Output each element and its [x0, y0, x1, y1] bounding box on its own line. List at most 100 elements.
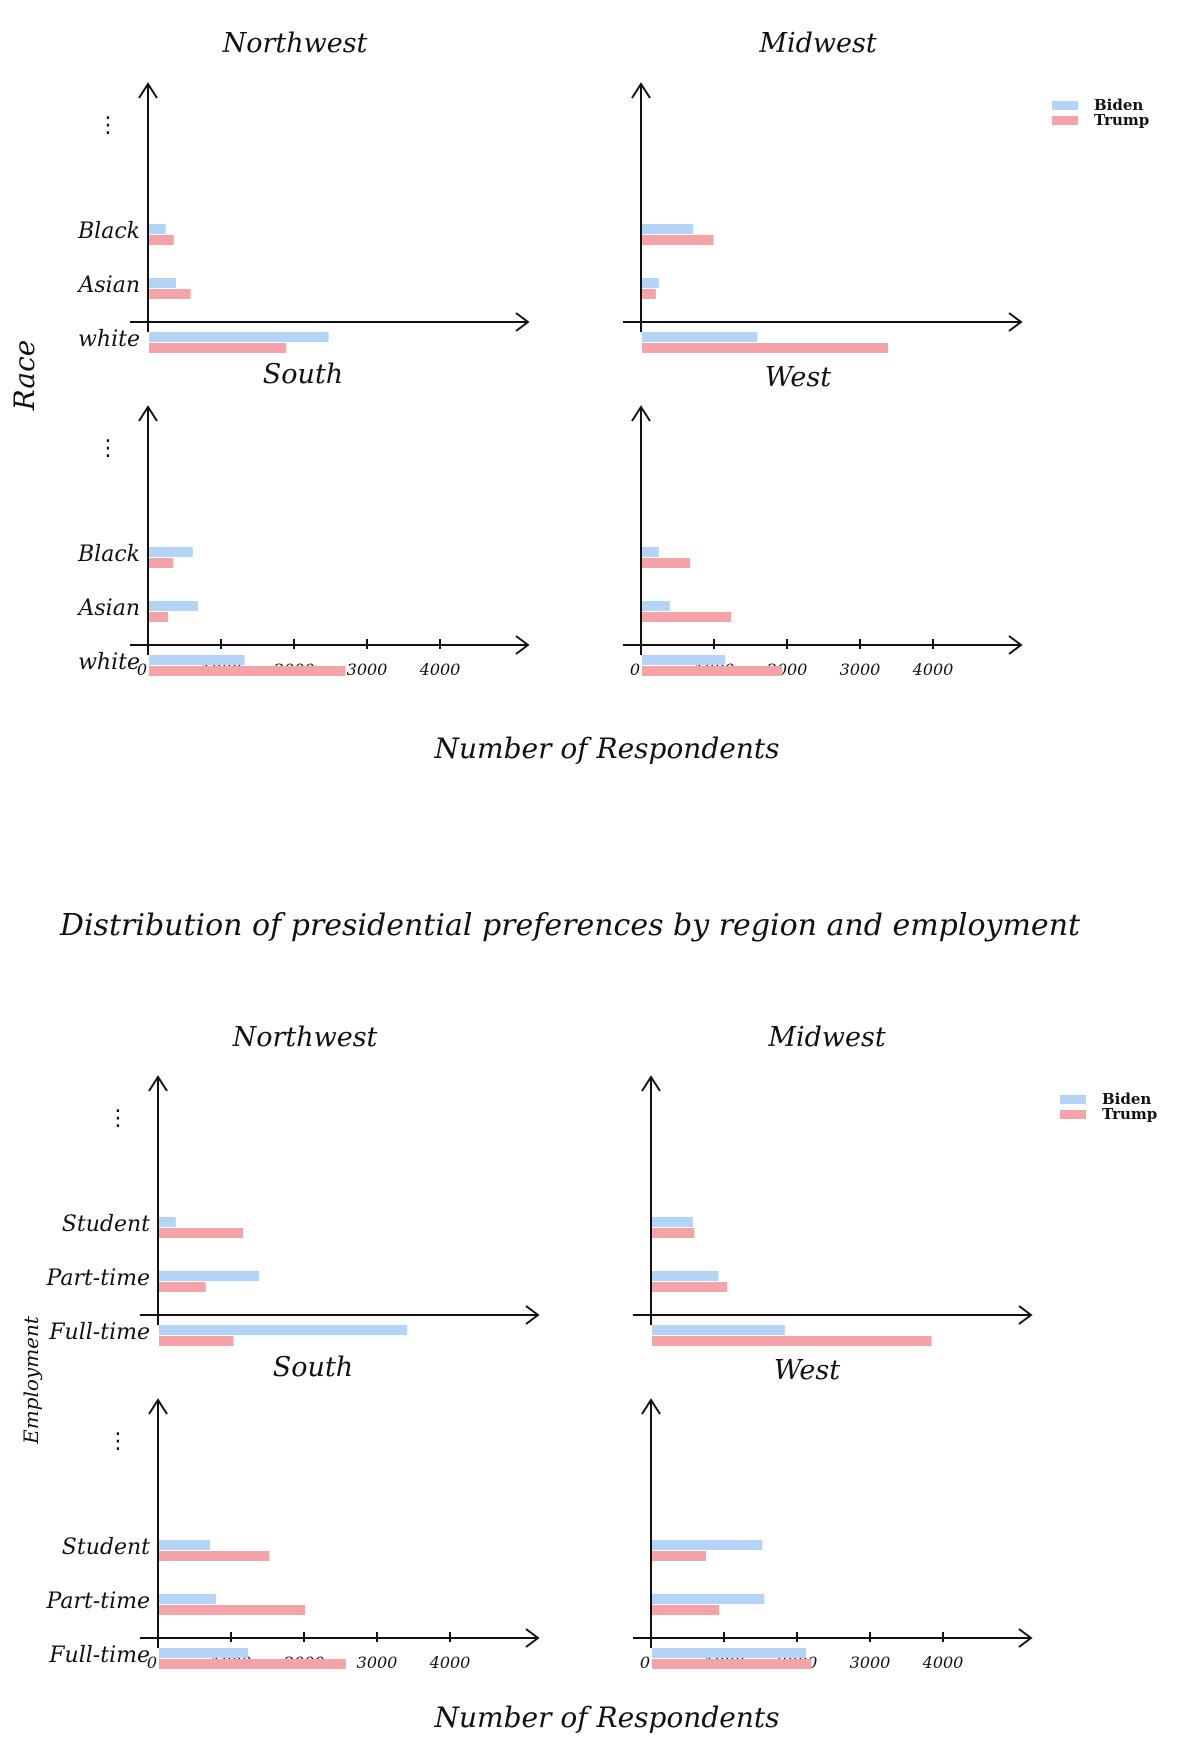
bar-trump-part-time — [159, 1605, 305, 1615]
bar-biden-black — [149, 547, 193, 557]
legend-swatch-trump — [1052, 116, 1078, 125]
category-label: white — [78, 650, 140, 675]
x-tick-label: 4000 — [922, 1653, 964, 1672]
y-axis-label: Race — [8, 340, 41, 412]
bar-biden-full-time — [652, 1648, 807, 1658]
y-axis-arrow — [631, 405, 651, 422]
y-axis-arrow — [641, 1075, 661, 1092]
bar-trump-student — [652, 1228, 695, 1238]
category-label: Asian — [77, 596, 141, 621]
bar-trump-student — [652, 1551, 707, 1561]
bar-trump-black — [642, 558, 691, 568]
category-label: Student — [62, 1535, 150, 1560]
category-label: Part-time — [46, 1589, 150, 1614]
bar-trump-full-time — [159, 1336, 234, 1346]
category-ellipsis: ⋮ — [107, 1429, 129, 1454]
y-axis-arrow — [631, 82, 651, 99]
category-label: Black — [77, 542, 140, 567]
bar-trump-asian — [149, 612, 168, 622]
bar-trump-asian — [642, 612, 732, 622]
x-tick-label: 0 — [147, 1653, 157, 1672]
x-axis-arrow — [525, 1628, 540, 1648]
bar-trump-white — [149, 666, 346, 676]
bar-trump-asian — [642, 289, 656, 299]
x-axis-label: Number of Respondents — [434, 732, 780, 765]
bar-biden-asian — [642, 278, 659, 288]
x-tick-label: 3000 — [840, 660, 881, 679]
x-tick-label: 4000 — [419, 660, 461, 679]
legend-label-trump: Trump — [1094, 111, 1149, 129]
y-axis-arrow — [641, 1398, 661, 1415]
x-tick-label: 3000 — [850, 1653, 891, 1672]
bar-biden-part-time — [652, 1594, 765, 1604]
bar-biden-black — [642, 224, 694, 234]
bar-biden-student — [652, 1540, 763, 1550]
category-label: Student — [62, 1212, 150, 1237]
bar-trump-full-time — [159, 1659, 346, 1669]
legend-swatch-trump — [1060, 1110, 1086, 1119]
x-tick-label: 4000 — [429, 1653, 471, 1672]
panel-northwest: Northwest Student Part-time Full-time ⋮ — [46, 1022, 540, 1346]
legend-label-biden: Biden — [1102, 1090, 1151, 1108]
x-axis-arrow — [1008, 312, 1023, 332]
panel-title: Midwest — [767, 1022, 886, 1053]
x-tick-label: 3000 — [357, 1653, 398, 1672]
figure-title: Distribution of presidential preferences… — [59, 908, 1081, 943]
category-label: white — [78, 327, 140, 352]
bar-trump-white — [149, 343, 287, 353]
x-axis-arrow — [1018, 1305, 1033, 1325]
bar-trump-part-time — [159, 1282, 206, 1292]
bar-biden-white — [149, 655, 245, 665]
bar-trump-black — [149, 558, 174, 568]
x-axis-arrow — [1008, 635, 1023, 655]
bar-biden-student — [159, 1540, 211, 1550]
bar-biden-asian — [149, 278, 177, 288]
panel-south: SouthStudentPart-timeFull-time⋮010002000… — [46, 1352, 540, 1672]
x-tick-label: 0 — [640, 1653, 650, 1672]
x-tick-label: 3000 — [347, 660, 388, 679]
bar-biden-black — [642, 547, 659, 557]
x-tick-label: 4000 — [912, 660, 954, 679]
category-ellipsis: ⋮ — [97, 113, 119, 138]
panel-northwest: Northwest Black Asian white ⋮ — [77, 28, 530, 353]
bar-biden-full-time — [159, 1648, 249, 1658]
bar-trump-student — [159, 1228, 243, 1238]
x-axis-arrow — [525, 1305, 540, 1325]
y-axis-arrow — [138, 405, 158, 422]
panel-title: South — [263, 359, 343, 390]
bar-trump-white — [642, 666, 783, 676]
bar-trump-black — [149, 235, 174, 245]
y-axis-arrow — [138, 82, 158, 99]
x-axis-label: Number of Respondents — [434, 1701, 780, 1734]
bar-trump-full-time — [652, 1336, 932, 1346]
bar-biden-student — [652, 1217, 693, 1227]
panel-title: West — [765, 362, 831, 393]
bar-biden-black — [149, 224, 166, 234]
bar-biden-white — [642, 332, 758, 342]
panel-title: West — [774, 1355, 840, 1386]
panel-west: West01000200030004000 — [623, 362, 1023, 679]
x-axis-arrow — [515, 312, 530, 332]
bar-trump-black — [642, 235, 714, 245]
x-axis-arrow — [515, 635, 530, 655]
legend-swatch-biden — [1060, 1095, 1086, 1104]
category-label: Full-time — [48, 1643, 150, 1668]
bar-biden-white — [642, 655, 726, 665]
figure-employment: Distribution of presidential preferences… — [19, 908, 1157, 1734]
x-axis-arrow — [1018, 1628, 1033, 1648]
category-label: Full-time — [48, 1320, 150, 1345]
bar-biden-part-time — [652, 1271, 719, 1281]
legend-swatch-biden — [1052, 101, 1078, 110]
panel-title: South — [273, 1352, 353, 1383]
category-ellipsis: ⋮ — [97, 436, 119, 461]
panel-midwest: Midwest — [633, 1022, 1033, 1346]
panel-west: West01000200030004000 — [633, 1355, 1033, 1672]
bar-biden-full-time — [159, 1325, 408, 1335]
bar-trump-part-time — [652, 1605, 720, 1615]
y-axis-arrow — [148, 1075, 168, 1092]
category-label: Black — [77, 219, 140, 244]
